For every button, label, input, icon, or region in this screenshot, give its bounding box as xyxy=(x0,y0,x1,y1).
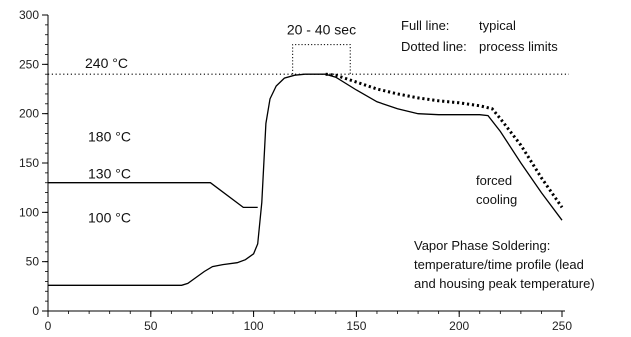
major-ticks xyxy=(42,14,563,317)
time-window-bracket xyxy=(292,44,351,75)
y-tick-label: 100 xyxy=(19,205,39,219)
y-tick-label: 300 xyxy=(19,8,39,22)
x-tick-label: 200 xyxy=(449,319,469,333)
level-label-100: 100 °C xyxy=(88,209,131,225)
x-tick-label: 50 xyxy=(144,319,158,333)
series-typical-line xyxy=(48,73,563,286)
y-tick-label: 150 xyxy=(19,156,39,170)
legend-full-line-value: typical xyxy=(479,18,516,33)
description-line-2: temperature/time profile (lead xyxy=(414,257,584,272)
legend-full-line-key: Full line: xyxy=(401,18,449,33)
series-process-limits-dotted xyxy=(325,72,564,209)
cooling-label-line-2: cooling xyxy=(476,192,517,207)
y-tick-label: 0 xyxy=(32,304,39,318)
y-tick-label: 200 xyxy=(19,107,39,121)
y-tick-label: 250 xyxy=(19,57,39,71)
level-label-180: 180 °C xyxy=(88,128,131,144)
legend-dotted-line-value: process limits xyxy=(479,39,558,54)
cooling-label-line-1: forced xyxy=(476,173,512,188)
time-window-label: 20 - 40 sec xyxy=(287,22,356,38)
x-tick-label: 0 xyxy=(45,319,52,333)
reference-line-label: 240 °C xyxy=(85,55,128,71)
x-tick-label: 250 xyxy=(552,319,572,333)
y-tick-label: 50 xyxy=(26,255,40,269)
x-tick-labels: 0 50 100 150 200 250 xyxy=(45,319,573,333)
x-tick-label: 150 xyxy=(346,319,366,333)
series-component-body-line xyxy=(48,182,258,209)
x-tick-label: 100 xyxy=(244,319,264,333)
y-tick-labels: 0 50 100 150 200 250 300 xyxy=(19,8,39,318)
legend-dotted-line-key: Dotted line: xyxy=(401,39,467,54)
description-line-1: Vapor Phase Soldering: xyxy=(414,238,550,253)
level-label-130: 130 °C xyxy=(88,166,131,182)
description-line-3: and housing peak temperature) xyxy=(414,276,595,291)
